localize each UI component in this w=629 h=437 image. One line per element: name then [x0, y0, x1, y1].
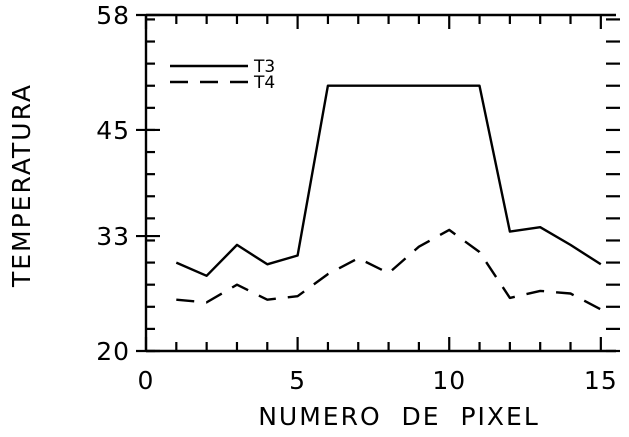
- series-line-t3: [175, 84, 602, 277]
- x-axis-label: NUMERO DE PIXEL: [258, 402, 540, 431]
- y-axis-label: TEMPERATURA: [7, 83, 36, 288]
- axis-tick-labels: 0 5 10 15 20 33 45 58: [96, 1, 618, 395]
- y-tick-label: 58: [96, 1, 130, 30]
- series-line-t4: [176, 228, 602, 311]
- x-tick-label: 0: [138, 366, 155, 395]
- y-tick-label: 45: [96, 116, 130, 145]
- x-tick-label: 10: [432, 366, 466, 395]
- plot-frame: [144, 13, 616, 353]
- y-tick-label: 20: [96, 337, 130, 366]
- x-tick-label: 5: [289, 366, 306, 395]
- x-tick-label: 15: [584, 366, 618, 395]
- legend-label-t4: T4: [253, 73, 275, 93]
- axis-ticks: [136, 13, 620, 353]
- series-layer: [175, 84, 602, 311]
- y-tick-label: 33: [96, 222, 130, 251]
- legend-label-t3: T3: [253, 57, 275, 77]
